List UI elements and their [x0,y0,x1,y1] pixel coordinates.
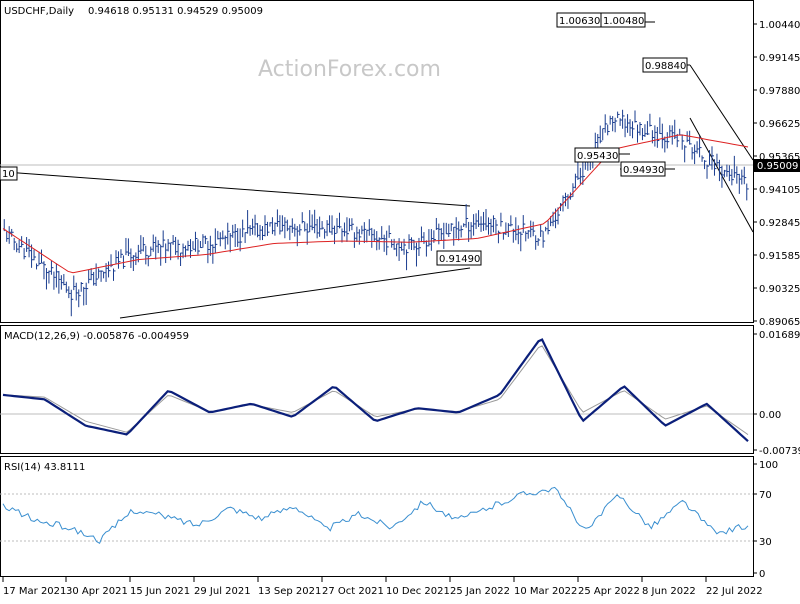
svg-text:0.92845: 0.92845 [759,218,800,229]
svg-text:0.90325: 0.90325 [759,284,800,295]
price-y-axis: 1.00440 0.99145 0.97880 0.96625 0.95365 … [753,20,800,328]
macd-line [2,338,749,443]
macd-y-axis: 0.016893 0.00 -0.007393 [753,330,800,457]
rsi-panel-frame [0,456,754,577]
svg-text:0.00: 0.00 [759,410,781,421]
x-tick-label: 17 Mar 2021 [3,586,66,597]
svg-text:10: 10 [2,169,15,180]
x-tick-label: 8 Jun 2022 [642,586,696,597]
svg-text:1.00440: 1.00440 [759,20,800,31]
svg-text:0.97880: 0.97880 [759,86,800,97]
x-axis: 17 Mar 2021 30 Apr 2021 15 Jun 2021 29 J… [2,577,763,597]
annotation-low-09543: 0.95430 [574,147,620,163]
macd-panel-frame [0,325,754,454]
x-tick-label: 29 Jul 2021 [194,586,251,597]
channel-upper-trendline [689,64,754,161]
triangle-lower-trendline [119,267,471,319]
x-tick-label: 27 Oct 2021 [322,586,384,597]
svg-text:30: 30 [759,537,772,548]
price-ohlc: 0.94618 0.95131 0.94529 0.95009 [88,6,263,17]
price-panel-frame [0,0,754,323]
macd-signal-line [2,345,749,436]
svg-text:0.89065: 0.89065 [759,317,800,328]
svg-text:-0.007393: -0.007393 [759,446,800,457]
rsi-title: RSI(14) 43.8111 [4,462,85,473]
svg-text:0.94930: 0.94930 [623,165,664,176]
svg-text:0.95365: 0.95365 [759,152,800,163]
watermark: ActionForex.com [258,57,441,82]
svg-text:0.95430: 0.95430 [577,151,618,162]
svg-text:0.91490: 0.91490 [439,254,480,265]
price-candles [3,109,749,317]
svg-text:0.98840: 0.98840 [645,61,686,72]
svg-text:0.016893: 0.016893 [759,330,800,341]
rsi-y-axis: 100 70 30 0 [753,460,778,580]
svg-text:0.91585: 0.91585 [759,251,800,262]
svg-text:0.96625: 0.96625 [759,119,800,130]
x-tick-label: 30 Apr 2021 [66,586,128,597]
x-tick-label: 13 Sep 2021 [258,586,321,597]
x-tick-label: 10 Mar 2022 [514,586,577,597]
current-price-tag: 0.95009 [754,159,800,172]
annotation-cut-10: 10 [0,166,18,181]
triangle-upper-trendline [4,171,471,207]
macd-title: MACD(12,26,9) -0.005876 -0.004959 [4,331,189,342]
svg-text:1.00480: 1.00480 [603,16,644,27]
svg-text:0: 0 [759,569,765,580]
x-tick-label: 25 Jan 2022 [450,586,510,597]
x-tick-label: 25 Apr 2022 [578,586,640,597]
moving-average-line [2,134,749,274]
svg-text:70: 70 [759,490,772,501]
annotation-low-09493: 0.94930 [620,161,666,177]
x-tick-label: 22 Jul 2022 [706,586,763,597]
rsi-line [2,486,749,545]
annotation-low-09149: 0.91490 [436,250,482,266]
x-tick-label: 10 Dec 2021 [386,586,450,597]
svg-text:0.95009: 0.95009 [757,161,798,172]
price-title: USDCHF,Daily [4,6,74,17]
svg-text:100: 100 [759,460,778,471]
svg-text:0.94105: 0.94105 [759,185,800,196]
annotation-high-09884: 0.98840 [642,57,688,73]
annotation-high-10063: 1.00630 [556,12,602,28]
annotation-high-10048: 1.00480 [600,12,646,28]
x-tick-label: 15 Jun 2021 [130,586,190,597]
svg-text:0.99145: 0.99145 [759,53,800,64]
svg-text:1.00630: 1.00630 [559,16,600,27]
